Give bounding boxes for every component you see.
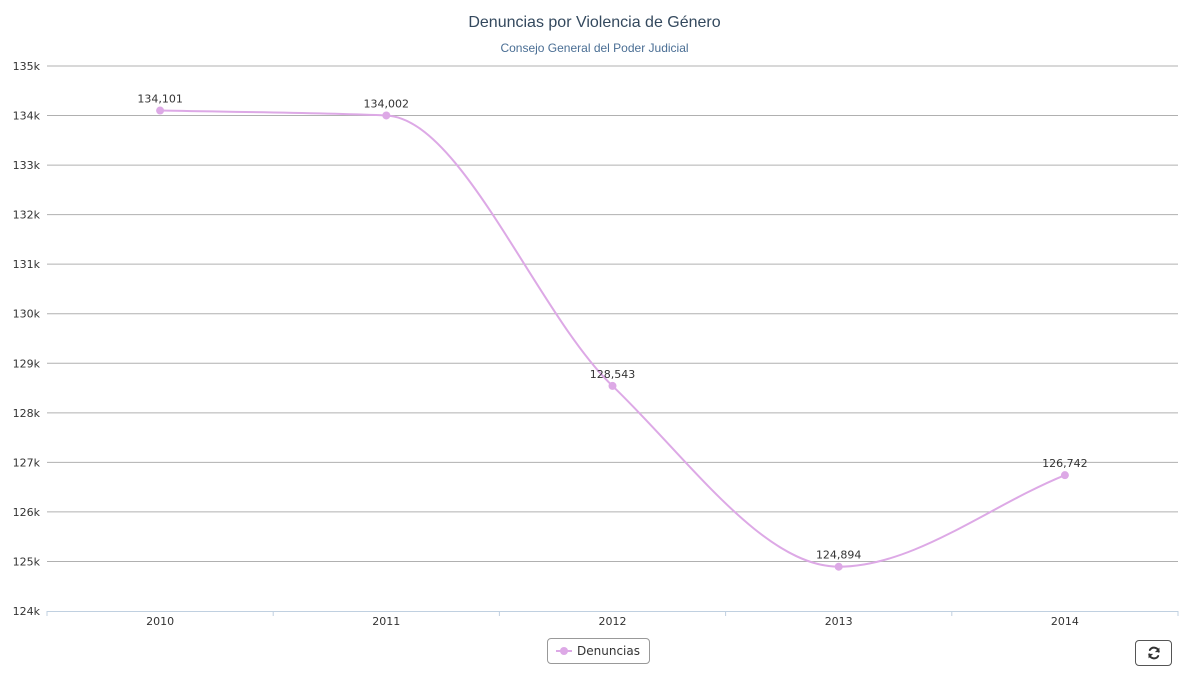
data-label: 126,742 [1042,457,1088,470]
chart-title: Denuncias por Violencia de Género [468,14,721,31]
data-label: 134,101 [137,93,183,106]
data-point [382,111,391,120]
y-tick-label: 127k [13,456,41,469]
y-tick-label: 132k [13,209,41,222]
x-tick-label: 2012 [599,615,627,628]
refresh-icon [1147,646,1160,660]
data-point [156,106,165,115]
y-tick-label: 126k [13,506,41,519]
y-tick-label: 124k [13,605,41,618]
data-label: 124,894 [816,549,862,562]
y-tick-label: 131k [13,258,41,271]
y-tick-label: 133k [13,159,41,172]
data-point [834,562,843,571]
data-point [608,381,617,390]
legend-item-denuncias[interactable]: Denuncias [547,638,650,664]
x-tick-label: 2011 [372,615,400,628]
legend-symbol [556,646,572,656]
x-tick-label: 2013 [825,615,853,628]
x-tick-label: 2010 [146,615,174,628]
refresh-button[interactable] [1135,640,1172,666]
y-tick-label: 125k [13,555,41,568]
y-tick-label: 128k [13,407,41,420]
y-tick-label: 129k [13,357,41,370]
data-point [1060,471,1069,480]
chart-subtitle: Consejo General del Poder Judicial [500,41,689,55]
y-tick-label: 130k [13,308,41,321]
data-label: 128,543 [590,368,636,381]
series-line-denuncias [160,109,1066,568]
x-tick-label: 2014 [1051,615,1079,628]
legend-label: Denuncias [577,644,640,658]
y-tick-label: 134k [13,110,41,123]
data-label: 134,002 [364,97,410,110]
y-tick-label: 135k [13,60,41,73]
